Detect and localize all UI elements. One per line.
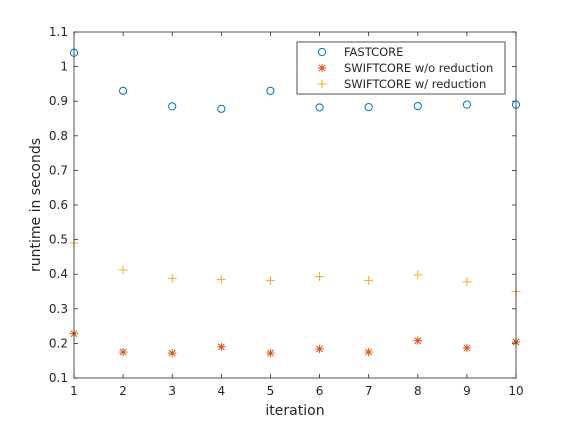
legend-marker-swiftcore-w-reduction bbox=[317, 79, 327, 89]
data-point-circle bbox=[119, 86, 128, 95]
y-tick-label: 0.5 bbox=[49, 233, 68, 247]
y-tick-label: 1 bbox=[60, 60, 68, 74]
data-point-asterisk bbox=[217, 342, 226, 352]
data-point-asterisk bbox=[413, 336, 422, 345]
data-point-plus bbox=[315, 272, 325, 282]
y-tick-label: 0.1 bbox=[49, 371, 68, 385]
data-point-asterisk bbox=[462, 343, 472, 353]
y-tick-label: 0.4 bbox=[49, 267, 68, 281]
legend-label-swiftcore-w-reduction: SWIFTCORE w/ reduction bbox=[344, 77, 486, 91]
data-point-plus bbox=[118, 265, 128, 275]
x-tick-label: 3 bbox=[168, 384, 176, 398]
legend-marker-circle bbox=[317, 47, 327, 57]
data-point-asterisk bbox=[364, 347, 373, 357]
data-point-circle bbox=[315, 103, 324, 112]
data-point-plus bbox=[265, 275, 275, 285]
y-tick-label: 0.8 bbox=[49, 129, 68, 143]
legend: FASTCORE SWIFTCORE w/o reduction SWIFTCO… bbox=[296, 41, 506, 95]
x-tick-label: 8 bbox=[414, 384, 422, 398]
x-axis-label: iteration bbox=[265, 403, 324, 419]
data-point-plus bbox=[364, 275, 374, 285]
legend-marker-fastcore bbox=[317, 47, 327, 57]
plot-frame bbox=[73, 31, 517, 379]
y-tick-label: 0.2 bbox=[49, 336, 68, 350]
data-point-circle bbox=[413, 101, 422, 111]
legend-marker-asterisk bbox=[317, 63, 327, 73]
data-point-asterisk bbox=[118, 347, 128, 357]
data-point-circle bbox=[266, 86, 275, 95]
x-tick-label: 10 bbox=[508, 384, 523, 398]
y-tick-label: 0.6 bbox=[49, 198, 68, 212]
legend-label-fastcore: FASTCORE bbox=[344, 45, 403, 59]
data-point-asterisk bbox=[315, 344, 324, 354]
y-tick-label: 1.1 bbox=[49, 25, 68, 39]
data-point-asterisk bbox=[168, 348, 177, 358]
x-tick-label: 6 bbox=[316, 384, 324, 398]
x-tick-label: 7 bbox=[365, 384, 373, 398]
data-point-plus bbox=[462, 277, 472, 287]
data-point-circle bbox=[217, 104, 226, 113]
y-tick-label: 0.3 bbox=[49, 302, 68, 316]
x-tick-label: 2 bbox=[119, 384, 127, 398]
legend-label-swiftcore-wo-reduction: SWIFTCORE w/o reduction bbox=[344, 61, 493, 75]
x-tick-label: 9 bbox=[463, 384, 471, 398]
data-point-circle bbox=[462, 100, 471, 109]
y-tick-label: 0.7 bbox=[49, 163, 68, 177]
legend-box bbox=[296, 41, 506, 95]
data-point-asterisk bbox=[266, 348, 275, 358]
data-point-plus bbox=[413, 270, 423, 280]
legend-marker-swiftcore-wo-reduction bbox=[317, 63, 327, 73]
data-point-circle bbox=[364, 102, 373, 112]
legend-marker-plus bbox=[317, 79, 327, 89]
y-axis-label: runtime in seconds bbox=[28, 138, 44, 272]
x-tick-label: 5 bbox=[267, 384, 275, 398]
x-tick-label: 4 bbox=[218, 384, 226, 398]
data-point-plus bbox=[216, 274, 226, 284]
x-tick-label: 1 bbox=[70, 384, 78, 398]
data-point-plus bbox=[167, 273, 177, 283]
data-point-circle bbox=[168, 102, 177, 111]
tick-labels: 1 2 3 4 5 6 7 8 9 10 0.1 0.2 0.3 0.4 0.5 0.6 0.7 0.8 0.9 1 1… bbox=[49, 25, 524, 398]
y-tick-label: 0.9 bbox=[49, 94, 68, 108]
